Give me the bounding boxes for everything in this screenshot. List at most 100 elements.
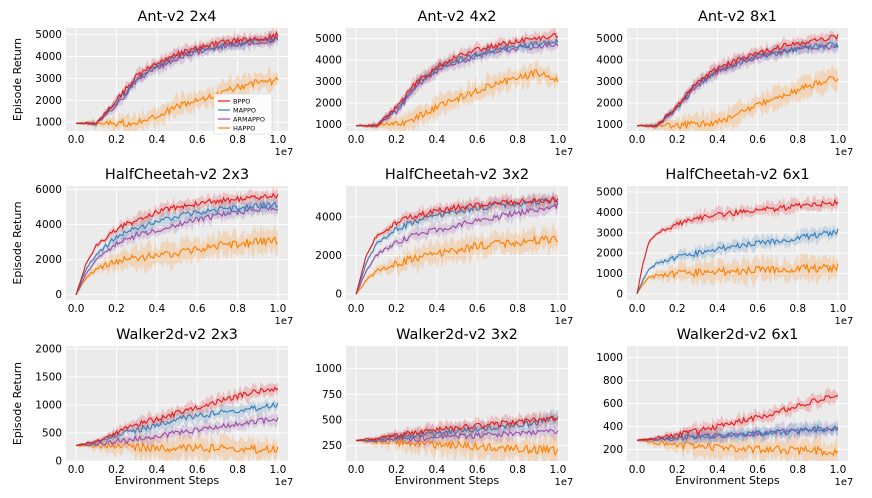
legend-label-happo: HAPPO (233, 124, 255, 132)
y-tick-label: 200 (603, 444, 623, 456)
chart-title: Walker2d-v2 2x3 (116, 327, 238, 343)
line-armappo (76, 417, 279, 447)
x-tick-label: 0.4 (428, 464, 445, 476)
series-group (75, 28, 279, 131)
line-mappo (76, 401, 279, 446)
x-tick-label: 1.0 (270, 464, 287, 476)
y-tick-label: 400 (603, 421, 623, 433)
x-tick-label: 0.4 (148, 464, 165, 476)
legend-label-armappo: ARMAPPO (233, 115, 265, 123)
chart-title: HalfCheetah-v2 6x1 (665, 167, 809, 183)
y-tick-label: 2000 (35, 95, 62, 107)
line-armappo (75, 205, 279, 296)
x-tick-label: 0.0 (629, 303, 646, 315)
x-tick-label: 0.0 (629, 134, 646, 146)
y-tick-label: 4000 (35, 51, 62, 63)
x-tick-label: 0.8 (789, 464, 806, 476)
x-tick-label: 0.0 (348, 464, 365, 476)
band-bppo (637, 192, 838, 295)
band-mappo (356, 408, 558, 445)
x-tick-label: 1.0 (830, 464, 847, 476)
x-tick-label: 0.0 (68, 134, 85, 146)
y-tick-label: 4000 (315, 211, 342, 223)
x-tick-label: 0.2 (388, 303, 405, 315)
band-happo (356, 60, 558, 131)
y-tick-label: 1000 (35, 399, 62, 411)
legend-label-bppo: BPPO (233, 97, 250, 105)
line-bppo (75, 192, 279, 295)
x-axis-label: Environment Steps (115, 474, 220, 487)
y-axis-label: Episode Return (11, 362, 24, 445)
plot-area (346, 28, 568, 131)
band-mappo (76, 194, 278, 296)
x-axis-multiplier: 1e7 (835, 147, 854, 158)
x-axis-label: Environment Steps (395, 474, 500, 487)
y-tick-label: 1000 (596, 119, 623, 131)
band-bppo (76, 186, 278, 296)
series-group (75, 186, 279, 296)
line-bppo (636, 394, 839, 441)
chart-title: Ant-v2 8x1 (698, 9, 777, 25)
legend-box (213, 93, 273, 135)
line-happo (75, 76, 279, 127)
y-tick-label: 500 (42, 427, 62, 439)
x-tick-label: 0.4 (709, 464, 726, 476)
x-tick-label: 0.4 (709, 134, 726, 146)
chart-panel-3: 0.0 0.2 0.4 0.6 0.8 1.0 1000 2000 3000 4000 5000 An… (596, 9, 853, 158)
line-bppo (636, 198, 839, 295)
line-mappo (636, 425, 839, 442)
x-tick-label: 0.8 (509, 134, 526, 146)
x-tick-label: 0.6 (469, 134, 486, 146)
y-tick-label: 3000 (596, 76, 623, 88)
x-tick-label: 0.0 (629, 464, 646, 476)
line-happo (355, 234, 558, 295)
band-happo (637, 251, 838, 296)
band-bppo (637, 28, 838, 130)
x-tick-label: 0.6 (749, 464, 766, 476)
series-group (355, 28, 559, 131)
y-tick-label: 4000 (315, 55, 342, 67)
band-mappo (356, 190, 558, 295)
line-armappo (355, 428, 559, 443)
x-tick-label: 0.8 (229, 464, 246, 476)
x-tick-label: 0.2 (669, 303, 686, 315)
x-tick-label: 1.0 (550, 134, 567, 146)
line-happo (636, 262, 839, 295)
x-axis-multiplier: 1e7 (555, 147, 574, 158)
y-tick-label: 3000 (315, 76, 342, 88)
x-tick-label: 1.0 (830, 303, 847, 315)
y-tick-label: 250 (322, 440, 342, 452)
band-mappo (76, 397, 278, 447)
y-tick-label: 2000 (35, 254, 62, 266)
y-tick-label: 5000 (35, 29, 62, 41)
x-tick-label: 1.0 (270, 303, 287, 315)
series-group (636, 192, 839, 296)
y-tick-label: 2000 (315, 250, 342, 262)
x-tick-label: 0.2 (388, 464, 405, 476)
line-bppo (637, 34, 839, 127)
x-tick-label: 0.2 (669, 134, 686, 146)
x-tick-label: 0.4 (148, 134, 165, 146)
x-tick-label: 0.8 (509, 464, 526, 476)
x-tick-label: 0.8 (509, 303, 526, 315)
x-tick-label: 0.2 (388, 134, 405, 146)
chart-panel-7: 0.0 0.2 0.4 0.6 0.8 1.0 0 500 1000 1500 2000 Walker… (11, 327, 293, 488)
y-tick-label: 1500 (35, 371, 62, 383)
x-tick-label: 1.0 (550, 303, 567, 315)
y-tick-label: 3000 (596, 227, 623, 239)
plot-area (346, 186, 568, 300)
x-tick-label: 0.8 (229, 134, 246, 146)
chart-title: Ant-v2 2x4 (137, 9, 216, 25)
line-mappo (356, 38, 559, 128)
x-axis-multiplier: 1e7 (275, 477, 294, 488)
x-tick-label: 0.6 (749, 134, 766, 146)
y-tick-label: 5000 (596, 33, 623, 45)
chart-panel-5: 0.0 0.2 0.4 0.6 0.8 1.0 0 2000 4000 HalfCheetah-v… (315, 167, 573, 327)
series-group (75, 381, 279, 461)
line-bppo (76, 386, 279, 446)
chart-title: Walker2d-v2 3x2 (396, 327, 518, 343)
band-happo (76, 429, 278, 461)
x-tick-label: 0.6 (189, 464, 206, 476)
chart-panel-1: 0.0 0.2 0.4 0.6 0.8 1.0 1000 2000 3000 4000 5000 An… (11, 9, 293, 158)
